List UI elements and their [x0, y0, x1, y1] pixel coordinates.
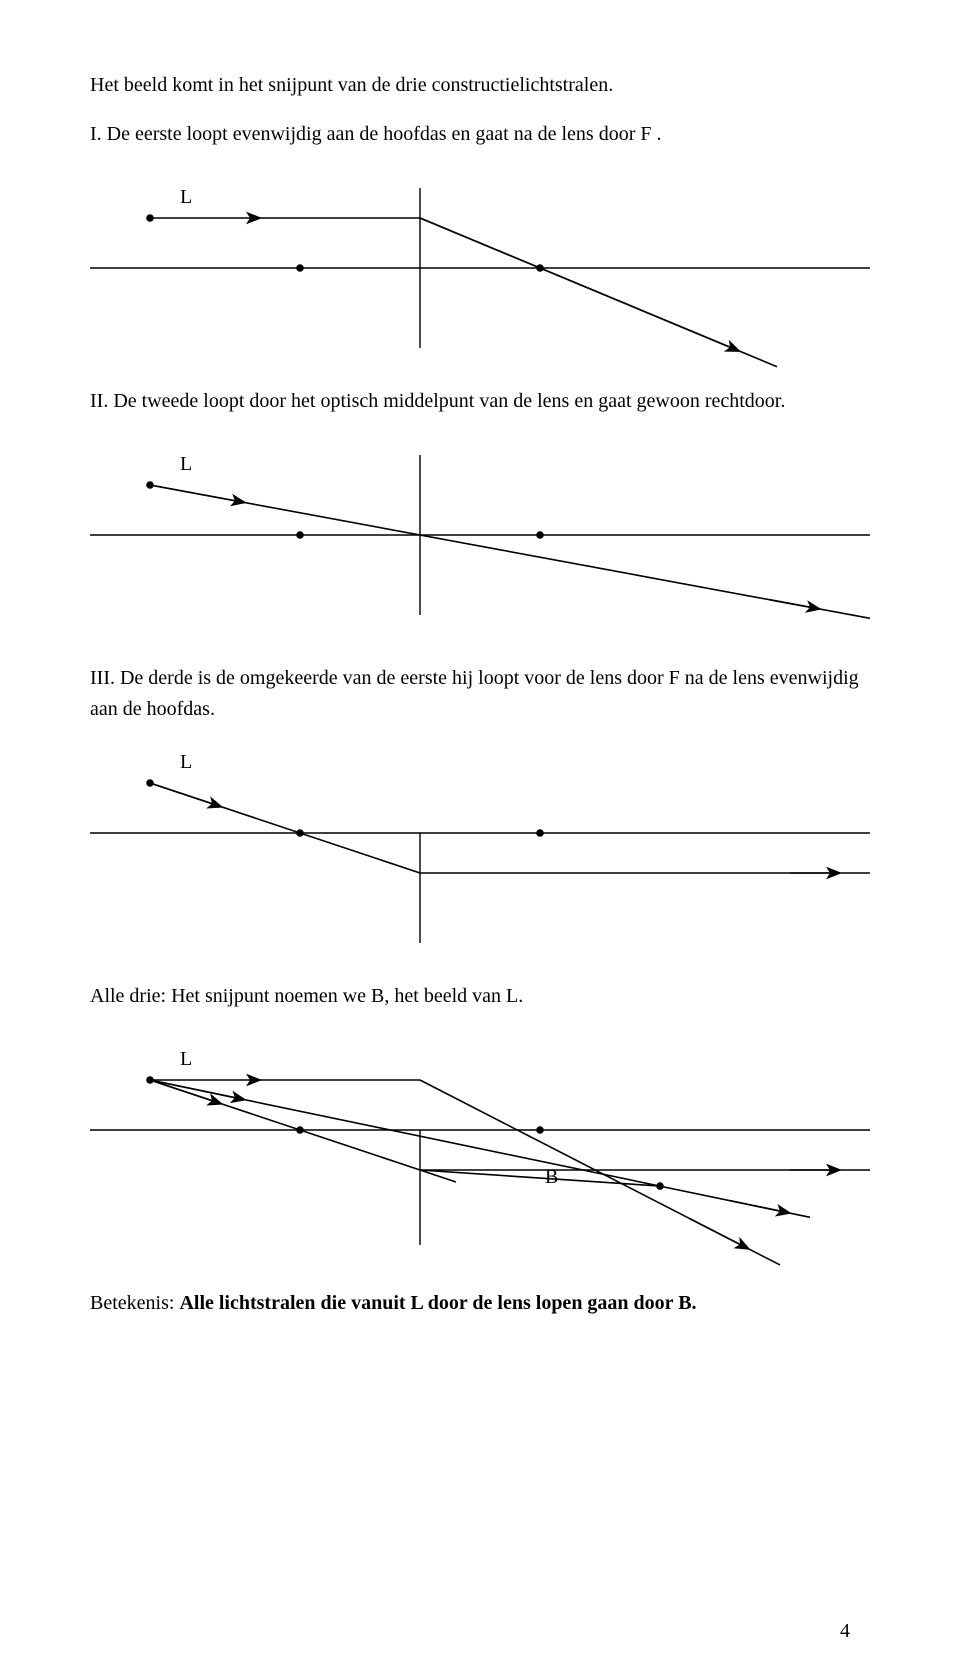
label-L: L	[180, 1048, 192, 1070]
diagram-ray2: L	[90, 425, 870, 645]
ray1-text: I. De eerste loopt evenwijdig aan de hoo…	[90, 119, 870, 150]
intro-text: Het beeld komt in het snijpunt van de dr…	[90, 70, 870, 101]
label-L: L	[180, 186, 192, 208]
diagram-ray3: L	[90, 733, 870, 963]
label-L: L	[180, 453, 192, 475]
ray2-text: II. De tweede loopt door het optisch mid…	[90, 386, 870, 417]
page-number: 4	[840, 1620, 850, 1643]
combined-text: Alle drie: Het snijpunt noemen we B, het…	[90, 981, 870, 1012]
ray3-text: III. De derde is de omgekeerde van de ee…	[90, 663, 870, 725]
diagram-ray1: L	[90, 158, 870, 368]
diagram-combined: L B	[90, 1020, 870, 1270]
meaning-bold: Alle lichtstralen die vanuit L door de l…	[179, 1292, 696, 1314]
label-L: L	[180, 751, 192, 773]
meaning-text: Betekenis: Alle lichtstralen die vanuit …	[90, 1288, 870, 1319]
meaning-prefix: Betekenis:	[90, 1292, 179, 1314]
